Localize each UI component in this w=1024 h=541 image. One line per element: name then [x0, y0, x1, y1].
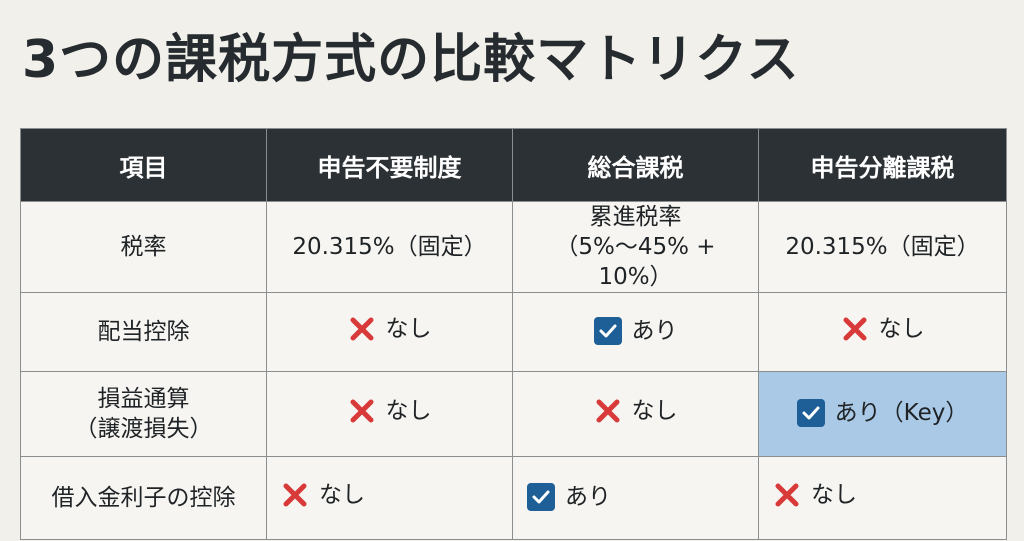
- cell-text: あり（Key）: [834, 399, 969, 426]
- cell-text: なし: [878, 315, 925, 342]
- cross-icon: [775, 483, 799, 506]
- header-row: 項目 申告不要制度 総合課税 申告分離課税: [20, 128, 1007, 202]
- cross-icon: [596, 399, 619, 422]
- check-icon: [593, 316, 622, 345]
- cell-line: （5%〜45% + 10%）: [555, 234, 716, 290]
- cell-value: なし: [758, 292, 1007, 372]
- cell-value-highlighted: あり（Key）: [758, 371, 1007, 457]
- cell-line: 累進税率: [589, 204, 682, 230]
- cell-text: あり: [565, 483, 611, 510]
- check-icon: [527, 482, 555, 511]
- check-icon: [796, 398, 825, 427]
- table-row: 配当控除 なし あり: [20, 292, 1007, 372]
- header-separate: 申告分離課税: [758, 128, 1007, 202]
- row-label: 借入金利子の控除: [20, 456, 267, 540]
- cell-value: 20.315%（固定）: [266, 201, 513, 293]
- cell-value: あり: [512, 292, 759, 372]
- cross-icon: [843, 317, 866, 340]
- page-title: 3つの課税方式の比較マトリクス: [22, 30, 800, 90]
- cell-text: なし: [631, 397, 678, 424]
- cell-text: なし: [811, 481, 857, 508]
- cell-text: なし: [319, 481, 365, 508]
- row-label: 配当控除: [20, 292, 267, 372]
- cell-value: なし: [266, 456, 513, 540]
- table-row: 税率 20.315%（固定） 累進税率 （5%〜45% + 10%） 20.31…: [20, 201, 1007, 293]
- row-label: 損益通算 （譲渡損失）: [20, 371, 267, 457]
- header-comprehensive: 総合課税: [512, 128, 759, 202]
- header-item: 項目: [20, 128, 267, 202]
- cell-text: なし: [385, 397, 432, 424]
- table-row: 借入金利子の控除 なし あり: [20, 456, 1007, 540]
- cell-value: 20.315%（固定）: [758, 201, 1007, 293]
- cell-value: なし: [266, 292, 513, 372]
- table-row: 損益通算 （譲渡損失） なし なし: [20, 371, 1007, 457]
- cell-text: あり: [631, 317, 678, 344]
- row-label: 税率: [20, 201, 267, 293]
- cell-value: 累進税率 （5%〜45% + 10%）: [512, 201, 759, 293]
- cross-icon: [283, 483, 307, 506]
- row-label-line: 損益通算: [97, 386, 190, 412]
- cell-value: なし: [512, 371, 759, 457]
- cell-text: なし: [385, 315, 432, 342]
- cell-value: なし: [266, 371, 513, 457]
- cell-value: なし: [758, 456, 1007, 540]
- row-label-line: （譲渡損失）: [74, 416, 213, 442]
- cross-icon: [350, 399, 373, 422]
- cross-icon: [350, 317, 373, 340]
- header-no-filing: 申告不要制度: [266, 128, 513, 202]
- comparison-matrix: 項目 申告不要制度 総合課税 申告分離課税 税率 20.315%（固定） 累進税…: [20, 128, 1007, 540]
- cell-value: あり: [512, 456, 759, 540]
